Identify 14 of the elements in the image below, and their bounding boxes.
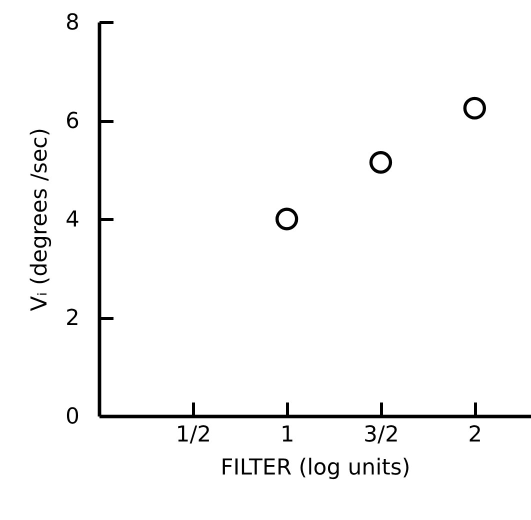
x-tick-label: 2 [468, 422, 482, 448]
point [463, 96, 486, 120]
y-tick-label: 2 [66, 306, 80, 331]
y-tick-label: 8 [66, 10, 80, 36]
x-tick-label: 1 [280, 422, 294, 448]
x-axis-title: FILTER (log units) [220, 456, 410, 480]
y-tick-label: 0 [66, 404, 80, 430]
y-tick-label: 6 [66, 109, 80, 134]
x-tick-label: 3/2 [364, 422, 399, 448]
point [275, 208, 298, 230]
y-tick-label: 4 [66, 208, 80, 232]
point [369, 151, 392, 174]
x-tick-label: 1/2 [176, 422, 212, 448]
y-axis-title: Vᵢ (degrees /sec) [28, 128, 53, 312]
